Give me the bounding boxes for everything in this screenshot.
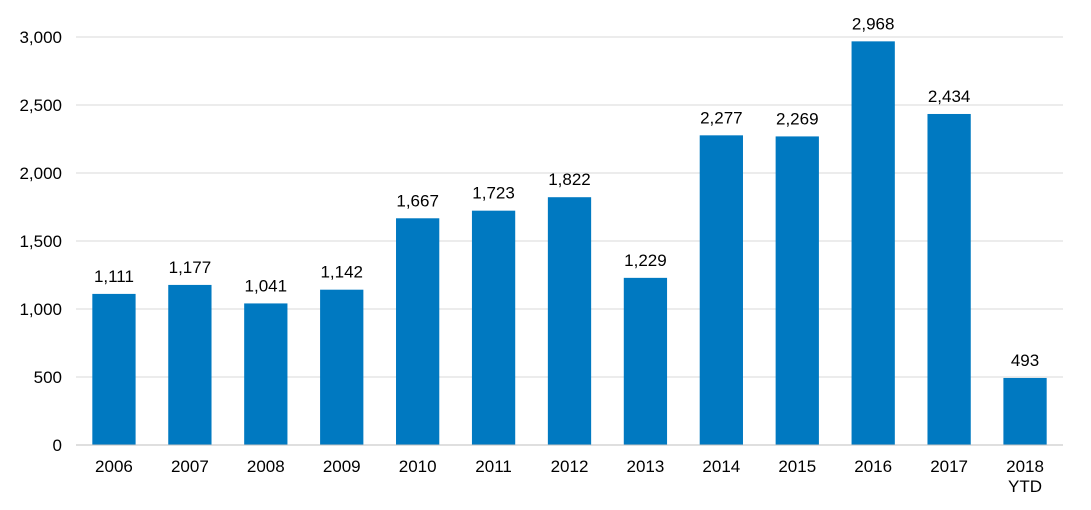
x-tick-label-line: 2014 [702, 457, 740, 476]
data-labels: 1,111 1,177 1,041 1,142 1,667 1,723 1,822 1,229… [94, 14, 1039, 370]
data-label: 2,277 [700, 108, 743, 127]
y-tick-label: 500 [34, 368, 62, 387]
bar [471, 210, 516, 445]
data-label: 1,111 [94, 267, 134, 286]
y-tick-label: 3,000 [19, 28, 62, 47]
x-tick-label: 2012 [551, 457, 589, 476]
x-tick-label: 2009 [323, 457, 361, 476]
data-label: 1,822 [548, 170, 591, 189]
x-tick-label: 2007 [171, 457, 209, 476]
bar [623, 277, 668, 445]
x-tick-label: 2017 [930, 457, 968, 476]
bar [775, 136, 819, 445]
bar [168, 284, 212, 445]
bar [547, 197, 592, 445]
y-tick-label: 1,000 [19, 300, 62, 319]
data-label: 493 [1011, 351, 1039, 370]
bar [396, 218, 440, 445]
x-tick-label-line: 2012 [551, 457, 589, 476]
x-tick-label: 2018 YTD [1006, 457, 1044, 496]
x-tick-label-line: 2018 [1006, 457, 1044, 476]
data-label: 1,177 [169, 258, 212, 277]
x-tick-label-line: 2011 [475, 457, 512, 476]
x-tick-label: 2006 [95, 457, 133, 476]
x-tick-label: 2014 [702, 457, 740, 476]
y-tick-label: 2,500 [19, 96, 62, 115]
bar [244, 303, 288, 445]
x-tick-label: 2013 [627, 457, 665, 476]
data-label: 2,434 [928, 87, 971, 106]
y-tick-label: 1,500 [19, 232, 62, 251]
y-axis-tick-labels: 0 500 1,000 1,500 2,000 2,500 3,000 [19, 28, 62, 455]
x-tick-label-line: 2009 [323, 457, 361, 476]
bar [851, 41, 895, 446]
bar [92, 293, 136, 445]
x-tick-label: 2016 [854, 457, 892, 476]
x-tick-label-line: 2007 [171, 457, 209, 476]
data-label: 1,667 [396, 191, 439, 210]
data-label: 1,041 [245, 276, 288, 295]
x-tick-label-line: 2017 [930, 457, 968, 476]
data-label: 1,229 [624, 251, 667, 270]
data-label: 2,269 [776, 109, 819, 128]
x-tick-label-line: 2008 [247, 457, 285, 476]
y-tick-label: 2,000 [19, 164, 62, 183]
bar [320, 289, 364, 445]
x-tick-label-line: 2016 [854, 457, 892, 476]
bar [1003, 377, 1047, 445]
bar [699, 135, 743, 445]
x-tick-label-line: 2006 [95, 457, 133, 476]
bars [92, 41, 1047, 446]
data-label: 2,968 [852, 14, 895, 33]
y-tick-label: 0 [53, 436, 62, 455]
x-tick-label-line: 2015 [778, 457, 816, 476]
x-tick-label: 2008 [247, 457, 285, 476]
bar [927, 113, 971, 445]
x-tick-label-line: 2013 [627, 457, 665, 476]
x-tick-label-line: YTD [1008, 477, 1042, 496]
data-label: 1,723 [472, 184, 515, 203]
x-axis-category-labels: 2006 2007 2008 2009 2010 2011 2012 2013 2014 2015… [95, 457, 1044, 496]
x-tick-label-line: 2010 [399, 457, 437, 476]
x-tick-label: 2011 [475, 457, 512, 476]
x-tick-label: 2010 [399, 457, 437, 476]
x-tick-label: 2015 [778, 457, 816, 476]
data-label: 1,142 [320, 263, 363, 282]
